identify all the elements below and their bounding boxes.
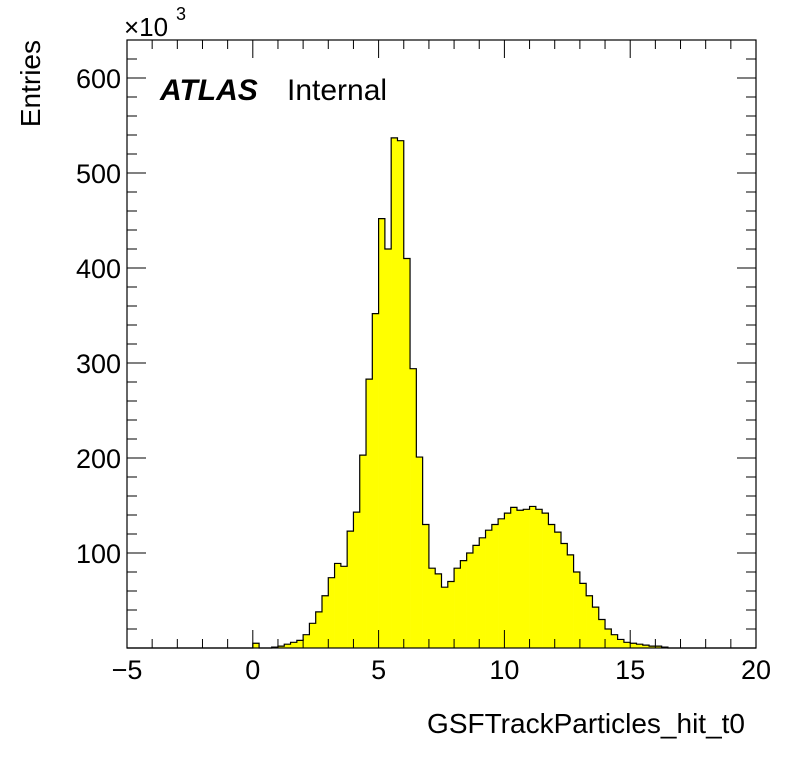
histogram-bin xyxy=(321,595,329,648)
histogram-bin xyxy=(623,642,631,648)
x-tick-labels: −5 0 5 10 15 20 xyxy=(112,655,771,685)
histogram-bin xyxy=(479,537,486,648)
histogram-outline xyxy=(127,137,756,649)
histogram-bin xyxy=(366,379,373,648)
histogram-bin xyxy=(252,643,260,648)
histogram-bin xyxy=(340,566,348,648)
y-tick-label: 200 xyxy=(76,444,121,474)
histogram-bin xyxy=(510,507,518,648)
histogram-bin xyxy=(435,573,442,648)
y-multiplier-base: ×10 xyxy=(124,12,168,42)
histogram-bin xyxy=(504,513,511,648)
y-tick-label: 600 xyxy=(76,64,121,94)
y-axis-title: Entries xyxy=(15,40,46,127)
histogram-bin xyxy=(403,258,411,648)
histogram-bin xyxy=(617,639,625,648)
x-tick-label: 20 xyxy=(741,655,771,685)
histogram-bin xyxy=(579,583,587,648)
histogram-bin xyxy=(353,512,361,648)
histogram-bin xyxy=(649,646,656,648)
histogram-bin xyxy=(284,644,291,648)
histogram-bin xyxy=(554,532,562,648)
histogram-bin xyxy=(447,581,455,648)
histogram-bin xyxy=(567,554,574,648)
histogram-bin xyxy=(397,140,405,648)
histogram-bin xyxy=(372,313,379,648)
x-tick-label: 10 xyxy=(489,655,519,685)
histogram-bin xyxy=(491,524,499,648)
plot-frame xyxy=(126,39,757,649)
axis-ticks xyxy=(126,39,757,649)
histogram-bin xyxy=(611,634,618,648)
histogram-bin xyxy=(410,368,417,648)
histogram-bin xyxy=(485,530,493,648)
histogram-bin xyxy=(636,644,644,648)
x-tick-label: −5 xyxy=(112,655,143,685)
histogram-bin xyxy=(605,629,612,648)
histogram-bin xyxy=(334,563,342,648)
histogram-bin xyxy=(384,249,392,648)
histogram-bin xyxy=(391,137,398,648)
histogram-bin xyxy=(466,553,474,648)
histogram-bin xyxy=(523,509,530,648)
histogram-bin xyxy=(529,506,537,648)
histogram-bin xyxy=(347,531,354,648)
histogram-bin xyxy=(592,607,600,648)
histogram-bin xyxy=(296,640,304,648)
plot-border xyxy=(126,39,757,649)
y-tick-label: 100 xyxy=(76,539,121,569)
histogram-bin xyxy=(290,642,298,648)
histogram-bin xyxy=(630,643,637,648)
histogram-bin xyxy=(548,524,556,648)
histogram-bin xyxy=(542,513,549,648)
y-axis-multiplier: ×10 3 xyxy=(124,4,186,42)
histogram-bin xyxy=(315,611,323,648)
histogram-bin xyxy=(428,568,436,648)
histogram-bin xyxy=(516,510,524,648)
histogram-bin xyxy=(535,509,543,648)
y-tick-label: 500 xyxy=(76,159,121,189)
y-tick-label: 300 xyxy=(76,349,121,379)
y-tick-label: 400 xyxy=(76,254,121,284)
histogram-step-line xyxy=(127,137,756,649)
x-axis-title: GSFTrackParticles_hit_t0 xyxy=(427,708,745,739)
histogram-bin xyxy=(642,645,650,648)
x-tick-label: 5 xyxy=(371,655,386,685)
internal-label: Internal xyxy=(287,74,387,107)
histogram-bin xyxy=(454,568,461,648)
y-tick-labels: 100 200 300 400 500 600 xyxy=(76,64,121,569)
x-tick-label: 15 xyxy=(615,655,645,685)
histogram-bin xyxy=(309,623,316,648)
histogram-bin xyxy=(359,455,367,648)
histogram-bin xyxy=(472,545,480,648)
histogram-bin xyxy=(573,572,581,648)
histogram-bars xyxy=(252,137,669,648)
histogram-bin xyxy=(422,524,430,648)
histogram-bin xyxy=(328,577,335,648)
x-tick-label: 0 xyxy=(245,655,260,685)
atlas-label: ATLAS xyxy=(159,74,258,107)
histogram-bin xyxy=(498,518,505,648)
y-multiplier-exponent: 3 xyxy=(176,4,186,24)
histogram-bin xyxy=(598,619,606,648)
histogram-bin xyxy=(277,646,285,648)
histogram-bin xyxy=(460,560,467,648)
histogram-bin xyxy=(378,218,386,648)
histogram-bin xyxy=(303,634,310,648)
histogram-bin xyxy=(441,587,449,648)
histogram-bin xyxy=(655,646,662,648)
histogram-bin xyxy=(586,595,593,648)
histogram-bin xyxy=(561,543,568,648)
histogram-bin xyxy=(416,457,423,648)
